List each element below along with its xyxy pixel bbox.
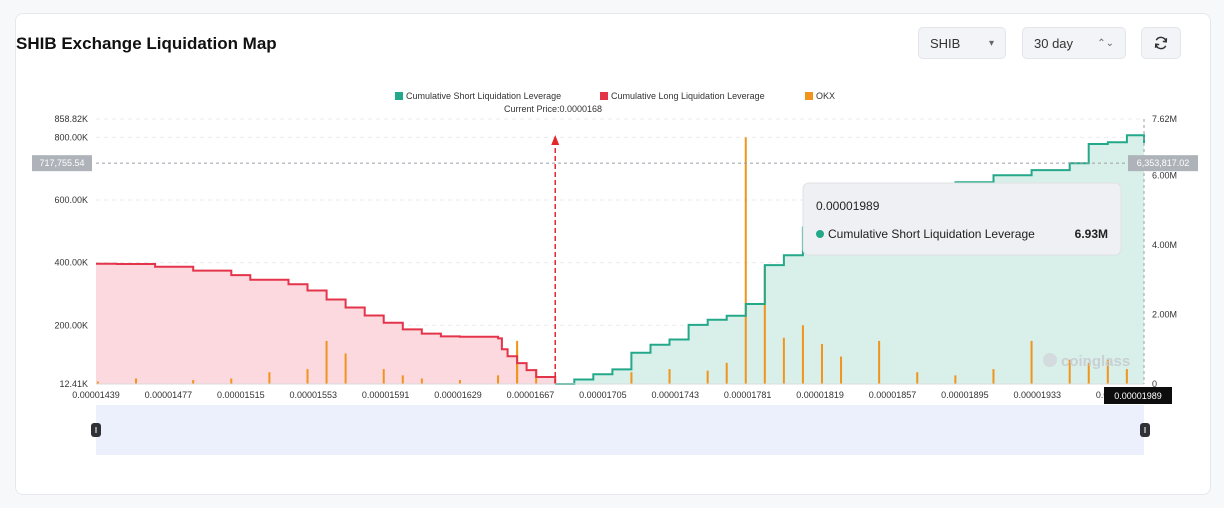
- okx-bar: [954, 375, 957, 384]
- x-tick-label: 0.00001895: [941, 390, 989, 400]
- okx-bar: [325, 340, 328, 384]
- legend-swatch: [600, 92, 608, 100]
- crosshair-right-badge: [1128, 155, 1198, 172]
- watermark: coinglass: [1061, 353, 1130, 370]
- okx-bar: [820, 344, 823, 384]
- current-price-arrow: [551, 135, 560, 145]
- short-liquidation-line: [555, 134, 1145, 385]
- range-selector-band: [96, 405, 1144, 455]
- tooltip-series-name: Cumulative Short Liquidation Leverage: [828, 227, 1035, 241]
- y-left-tick-label: 12.41K: [59, 379, 88, 389]
- y-left-tick-label: 400.00K: [54, 258, 88, 268]
- y-right-tick-label: 6.00M: [1152, 170, 1177, 180]
- tooltip-box: [802, 182, 1122, 256]
- period-select-value: 30 day: [1034, 35, 1074, 51]
- y-right-tick-label: 0: [1152, 379, 1157, 389]
- legend-item: OKX: [816, 91, 835, 101]
- x-tick-label: 0.00001743: [651, 390, 699, 400]
- okx-bar: [1030, 340, 1033, 384]
- okx-bar: [96, 381, 99, 384]
- okx-bar: [344, 353, 347, 384]
- okx-bar: [420, 378, 423, 384]
- tooltip-value: 6.93M: [1075, 227, 1108, 241]
- tooltip-series-dot: [816, 230, 824, 238]
- crosshair-x-label: 0.00001989: [1114, 391, 1162, 401]
- okx-bar: [878, 340, 881, 384]
- x-tick-label: 0.00001705: [579, 390, 627, 400]
- symbol-select[interactable]: SHIB ▾: [918, 27, 1006, 59]
- x-tick-label: 0.00001819: [796, 390, 844, 400]
- crosshair-right-label: 6,353,817.02: [1137, 158, 1190, 168]
- y-left-tick-label: 200.00K: [54, 320, 88, 330]
- okx-bar: [382, 369, 385, 384]
- okx-bar: [268, 372, 271, 384]
- refresh-icon: [1154, 36, 1168, 50]
- coinglass-logo-icon: [1043, 353, 1057, 367]
- legend-swatch: [805, 92, 813, 100]
- x-tick-label: 0.00001553: [289, 390, 337, 400]
- long-liquidation-area: [96, 263, 556, 384]
- y-right-tick-label: 2.00M: [1152, 309, 1177, 319]
- okx-bar: [668, 369, 671, 384]
- page-title: SHIB Exchange Liquidation Map: [16, 34, 277, 53]
- okx-bar: [916, 372, 919, 384]
- x-tick-label: 0.00001591: [362, 390, 410, 400]
- x-tick-label: 0.00001629: [434, 390, 482, 400]
- okx-bar: [744, 137, 747, 384]
- okx-bar: [725, 362, 728, 384]
- okx-bar: [992, 369, 995, 384]
- crosshair-x-badge: [1104, 387, 1172, 404]
- short-liquidation-area: [555, 135, 1144, 384]
- x-tick-label: 0.00001781: [724, 390, 772, 400]
- y-right-tick-label: 7.62M: [1152, 114, 1177, 124]
- okx-bar: [458, 380, 461, 384]
- okx-bar: [801, 325, 804, 384]
- okx-bar: [135, 378, 138, 384]
- okx-bar: [401, 375, 404, 384]
- okx-bar: [1087, 362, 1090, 384]
- chevron-updown-icon: ⌃⌄: [1097, 37, 1114, 49]
- okx-bar: [230, 378, 233, 384]
- x-tick-label: 0.00001857: [869, 390, 917, 400]
- y-left-tick-label: 800.00K: [54, 132, 88, 142]
- okx-bar: [782, 337, 785, 384]
- okx-bar: [763, 265, 766, 384]
- symbol-select-value: SHIB: [930, 35, 961, 51]
- okx-bar: [706, 370, 709, 384]
- okx-bar: [1125, 369, 1128, 384]
- okx-bar: [192, 380, 195, 384]
- okx-bar: [1068, 359, 1071, 384]
- y-left-tick-label: 600.00K: [54, 195, 88, 205]
- okx-bar: [630, 372, 633, 384]
- crosshair-left-label: 717,755.54: [39, 158, 84, 168]
- period-select[interactable]: 30 day ⌃⌄: [1022, 27, 1126, 59]
- long-liquidation-line: [96, 262, 557, 384]
- y-left-tick-label: 858.82K: [54, 114, 88, 124]
- x-tick-label: 0.00001439: [72, 390, 120, 400]
- okx-bar: [516, 350, 519, 384]
- okx-bar: [840, 356, 843, 384]
- legend-item: Cumulative Short Liquidation Leverage: [406, 91, 561, 101]
- legend-swatch: [395, 92, 403, 100]
- okx-bar: [306, 369, 309, 384]
- okx-bar: [497, 375, 500, 384]
- tooltip-price: 0.00001989: [816, 199, 880, 213]
- x-tick-label: 0.00001515: [217, 390, 265, 400]
- chevron-down-icon: ▾: [988, 37, 994, 49]
- x-tick-label: 0.00001933: [1014, 390, 1062, 400]
- current-price-label: Current Price:0.0000168: [504, 104, 602, 114]
- okx-bar: [1106, 359, 1109, 384]
- x-tick-label: 0.00001667: [507, 390, 555, 400]
- legend-item: Cumulative Long Liquidation Leverage: [611, 91, 765, 101]
- y-right-tick-label: 4.00M: [1152, 240, 1177, 250]
- x-tick-label: 0.00001477: [145, 390, 193, 400]
- crosshair-left-badge: [32, 155, 92, 172]
- refresh-button[interactable]: [1141, 27, 1181, 59]
